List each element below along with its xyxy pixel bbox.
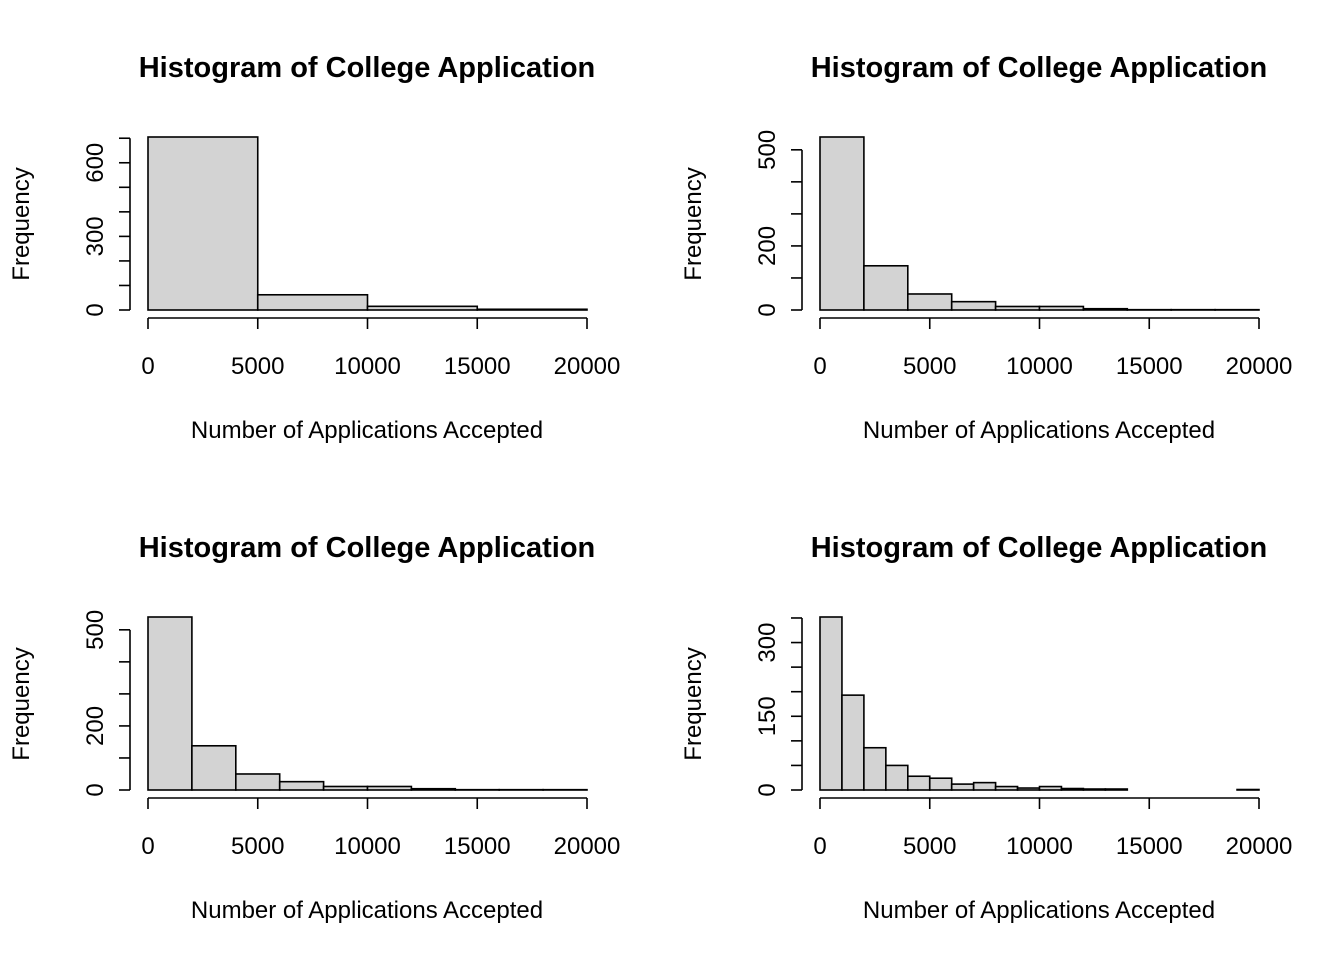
histogram-bar-bottom-right-1	[841, 694, 865, 791]
x-tick-label-bottom-right-1: 5000	[903, 833, 956, 860]
histogram-panel-bottom-right: 0 5000 10000 15000 20000 0 150 300 Histogram of …	[680, 532, 1292, 924]
y-tick-label-bottom-right-0: 0	[754, 783, 781, 796]
histogram-bar-bottom-right-6	[950, 783, 975, 791]
y-tick-label-top-right-0: 0	[754, 303, 781, 316]
histogram-bar-bottom-left-1	[191, 744, 237, 791]
y-tick-label-bottom-left-0: 0	[82, 783, 109, 796]
histogram-bar-bottom-left-2	[235, 773, 281, 791]
y-tick-label-top-right-1: 200	[754, 226, 781, 266]
histogram-bar-top-right-5	[1038, 305, 1085, 311]
y-tick-label-bottom-right-2: 300	[754, 623, 781, 663]
y-tick-label-top-left-0: 0	[82, 303, 109, 316]
histogram-bar-top-left-3	[476, 308, 588, 311]
x-tick-label-top-left-1: 5000	[231, 353, 284, 380]
histogram-bar-top-right-0	[819, 136, 865, 311]
x-tick-label-bottom-right-0: 0	[813, 833, 826, 860]
histogram-bar-bottom-left-5	[366, 785, 413, 791]
y-axis-label-bottom-right: Frequency	[680, 647, 707, 760]
histogram-bar-bottom-right-8	[994, 785, 1019, 791]
x-tick-label-bottom-left-0: 0	[141, 833, 154, 860]
x-tick-label-top-right-4: 20000	[1226, 353, 1293, 380]
chart-title-bottom-right: Histogram of College Application	[811, 532, 1268, 564]
histogram-bar-bottom-right-5	[928, 777, 953, 791]
x-tick-label-top-right-2: 10000	[1006, 353, 1073, 380]
histogram-panel-top-right: 0 5000 10000 15000 20000 0 200 500 Histogram of …	[680, 52, 1292, 444]
x-tick-label-bottom-left-2: 10000	[334, 833, 401, 860]
y-tick-label-top-right-2: 500	[754, 130, 781, 170]
x-tick-label-bottom-right-3: 15000	[1116, 833, 1183, 860]
x-tick-label-bottom-left-4: 20000	[554, 833, 621, 860]
histogram-bar-bottom-right-7	[972, 781, 997, 791]
y-tick-label-top-left-2: 600	[82, 143, 109, 183]
histogram-bar-top-right-1	[863, 264, 909, 311]
x-tick-label-top-left-0: 0	[141, 353, 154, 380]
histogram-bar-bottom-right-9	[1016, 787, 1041, 791]
histogram-bar-bottom-right-12	[1082, 788, 1107, 791]
histogram-bar-bottom-right-13	[1104, 788, 1129, 791]
histogram-panel-top-left: 0 5000 10000 15000 20000 0 300 600 Histogram of …	[8, 52, 620, 444]
histogram-bar-bottom-left-0	[147, 616, 193, 791]
histogram-bar-bottom-right-11	[1060, 787, 1085, 791]
x-tick-label-bottom-right-4: 20000	[1226, 833, 1293, 860]
y-tick-label-bottom-left-1: 200	[82, 706, 109, 746]
x-tick-label-bottom-left-3: 15000	[444, 833, 511, 860]
x-tick-label-bottom-right-2: 10000	[1006, 833, 1073, 860]
histogram-bar-bottom-right-2	[863, 746, 887, 791]
histogram-bar-bottom-right-0	[819, 616, 843, 791]
x-tick-label-top-right-0: 0	[813, 353, 826, 380]
chart-title-top-right: Histogram of College Application	[811, 52, 1268, 84]
x-axis-label-top-right: Number of Applications Accepted	[863, 417, 1215, 444]
x-axis-label-bottom-right: Number of Applications Accepted	[863, 897, 1215, 924]
y-tick-label-bottom-left-2: 500	[82, 610, 109, 650]
chart-title-top-left: Histogram of College Application	[139, 52, 596, 84]
x-tick-label-top-right-1: 5000	[903, 353, 956, 380]
x-tick-label-top-left-3: 15000	[444, 353, 511, 380]
histogram-panel-bottom-left: 0 5000 10000 15000 20000 0 200 500 Histogram of …	[8, 532, 620, 924]
y-axis-label-top-left: Frequency	[8, 167, 35, 280]
histogram-bar-bottom-right-4	[907, 775, 931, 791]
x-axis-label-bottom-left: Number of Applications Accepted	[191, 897, 543, 924]
y-axis-label-bottom-left: Frequency	[8, 647, 35, 760]
histogram-bar-top-right-3	[950, 300, 997, 311]
histogram-bar-bottom-left-4	[322, 785, 369, 791]
y-tick-label-top-left-1: 300	[82, 216, 109, 256]
x-tick-label-top-right-3: 15000	[1116, 353, 1183, 380]
histogram-bar-top-left-1	[256, 293, 369, 311]
histogram-bar-top-right-2	[907, 293, 953, 311]
chart-title-bottom-left: Histogram of College Application	[139, 532, 596, 564]
histogram-bar-bottom-left-3	[278, 780, 325, 791]
x-tick-label-top-left-4: 20000	[554, 353, 621, 380]
histogram-bar-bottom-right-3	[885, 764, 909, 791]
x-tick-label-top-left-2: 10000	[334, 353, 401, 380]
histogram-bar-top-right-6	[1082, 307, 1129, 311]
y-tick-label-bottom-right-1: 150	[754, 696, 781, 736]
x-tick-label-bottom-left-1: 5000	[231, 833, 284, 860]
y-axis-label-top-right: Frequency	[680, 167, 707, 280]
histogram-bar-top-left-0	[147, 136, 259, 311]
histogram-bar-top-left-2	[366, 305, 479, 311]
histogram-bar-bottom-right-10	[1038, 785, 1063, 791]
histogram-bar-bottom-left-6	[410, 787, 457, 791]
histogram-bar-top-right-4	[994, 305, 1041, 311]
x-axis-label-top-left: Number of Applications Accepted	[191, 417, 543, 444]
